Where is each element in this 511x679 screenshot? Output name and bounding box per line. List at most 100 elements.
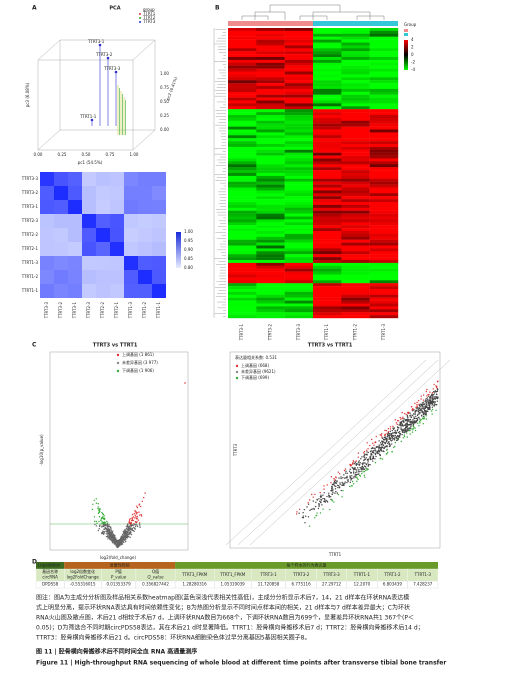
heat-cell — [313, 254, 342, 258]
heat-cell — [228, 178, 257, 182]
scatter-point — [334, 488, 337, 490]
scatter-point — [330, 476, 333, 478]
volcano-point — [136, 515, 138, 518]
panel-label: C — [32, 342, 37, 349]
heat-cell — [369, 286, 399, 290]
heat-cell — [228, 167, 257, 171]
corr-cell — [68, 270, 82, 284]
label: 6.775116 — [292, 582, 312, 587]
heat-cell — [369, 210, 399, 214]
heat-cell — [341, 106, 370, 110]
label: PCA — [109, 6, 120, 12]
scatter-point — [421, 407, 423, 410]
group-bar — [228, 21, 313, 26]
scatter-point — [302, 511, 304, 514]
volcano-point — [112, 533, 115, 536]
corr-cell — [124, 270, 138, 284]
heat-cell — [341, 245, 370, 249]
label: TTRT1 — [142, 11, 156, 16]
scatter-point — [383, 447, 385, 449]
heat-cell — [313, 126, 342, 130]
scatter-point — [307, 503, 310, 505]
heat-cell — [284, 164, 314, 168]
heat-cell — [256, 91, 285, 95]
volcano-point — [124, 529, 126, 531]
scatter-point — [433, 390, 435, 393]
heat-cell — [313, 193, 342, 197]
scatter-point — [364, 458, 367, 461]
scatter-point — [405, 426, 407, 429]
panel-label: A — [32, 5, 37, 12]
heat-cell — [228, 245, 257, 249]
scatter-point — [404, 424, 407, 426]
heat-cell — [284, 265, 314, 269]
heat-cell — [256, 36, 285, 40]
scatter-point — [364, 462, 366, 464]
scatter-point — [311, 508, 313, 510]
heat-cell — [313, 228, 342, 232]
scatter-point — [419, 412, 421, 414]
scatter-point — [404, 428, 406, 430]
scatter-point — [317, 507, 320, 510]
scatter-point — [324, 499, 326, 501]
volcano-point — [109, 534, 112, 536]
volcano-point — [120, 541, 122, 544]
corr-cell — [138, 214, 152, 228]
scatter-point — [410, 414, 412, 416]
heat-cell — [284, 144, 314, 148]
volcano-point — [131, 527, 134, 530]
scatter-point — [437, 396, 439, 398]
heat-cell — [369, 138, 399, 142]
heat-cell — [341, 117, 370, 121]
heat-cell — [284, 242, 314, 246]
heat-cell — [228, 152, 257, 156]
volcano-point — [103, 533, 105, 535]
scatter-point — [361, 456, 363, 458]
legend-dot — [235, 376, 239, 380]
corr-cell — [124, 214, 138, 228]
heat-cell — [369, 190, 399, 194]
scatter-point — [425, 398, 427, 400]
volcano-point — [115, 542, 118, 544]
heat-cell — [228, 187, 257, 191]
scatter-point — [421, 404, 423, 406]
heat-cell — [369, 158, 399, 162]
volcano-point — [184, 382, 186, 384]
diagonal — [225, 359, 427, 546]
heat-cell — [228, 251, 257, 255]
volcano-point — [104, 526, 107, 529]
volcano-point — [108, 524, 110, 526]
scatter-point — [393, 434, 395, 437]
volcano-point — [113, 539, 115, 541]
scatter-point — [346, 481, 348, 484]
volcano-point — [128, 528, 131, 531]
label: TTRT3-2 — [268, 324, 273, 342]
volcano-point — [93, 499, 95, 501]
heat-cell — [228, 88, 257, 92]
heat-cell — [341, 77, 370, 81]
heat-cell — [313, 274, 342, 278]
heat-cell — [341, 146, 370, 150]
heat-cell — [284, 315, 314, 319]
heat-cell — [256, 149, 285, 153]
heat-cell — [284, 68, 314, 72]
heat-cell — [228, 236, 257, 240]
heat-cell — [228, 103, 257, 107]
legend-dot — [235, 370, 239, 374]
label: 图 11 | 胫骨横向骨搬移术后不同时间全血 RNA 高通量测序 — [36, 648, 197, 656]
corr-cell — [110, 214, 124, 228]
scatter-point — [382, 444, 385, 447]
heat-cell — [369, 115, 399, 119]
volcano-point — [107, 525, 109, 527]
heat-cell — [341, 42, 370, 46]
scatter-point — [422, 401, 424, 404]
scatter-point — [332, 488, 334, 491]
heat-cell — [369, 86, 399, 90]
scatter-point — [432, 401, 435, 404]
scatter-point — [388, 438, 390, 440]
heat-cell — [256, 213, 285, 217]
heat-cell — [369, 309, 399, 313]
corr-cell — [152, 200, 166, 214]
heat-cell — [313, 170, 342, 174]
heat-cell — [369, 51, 399, 55]
